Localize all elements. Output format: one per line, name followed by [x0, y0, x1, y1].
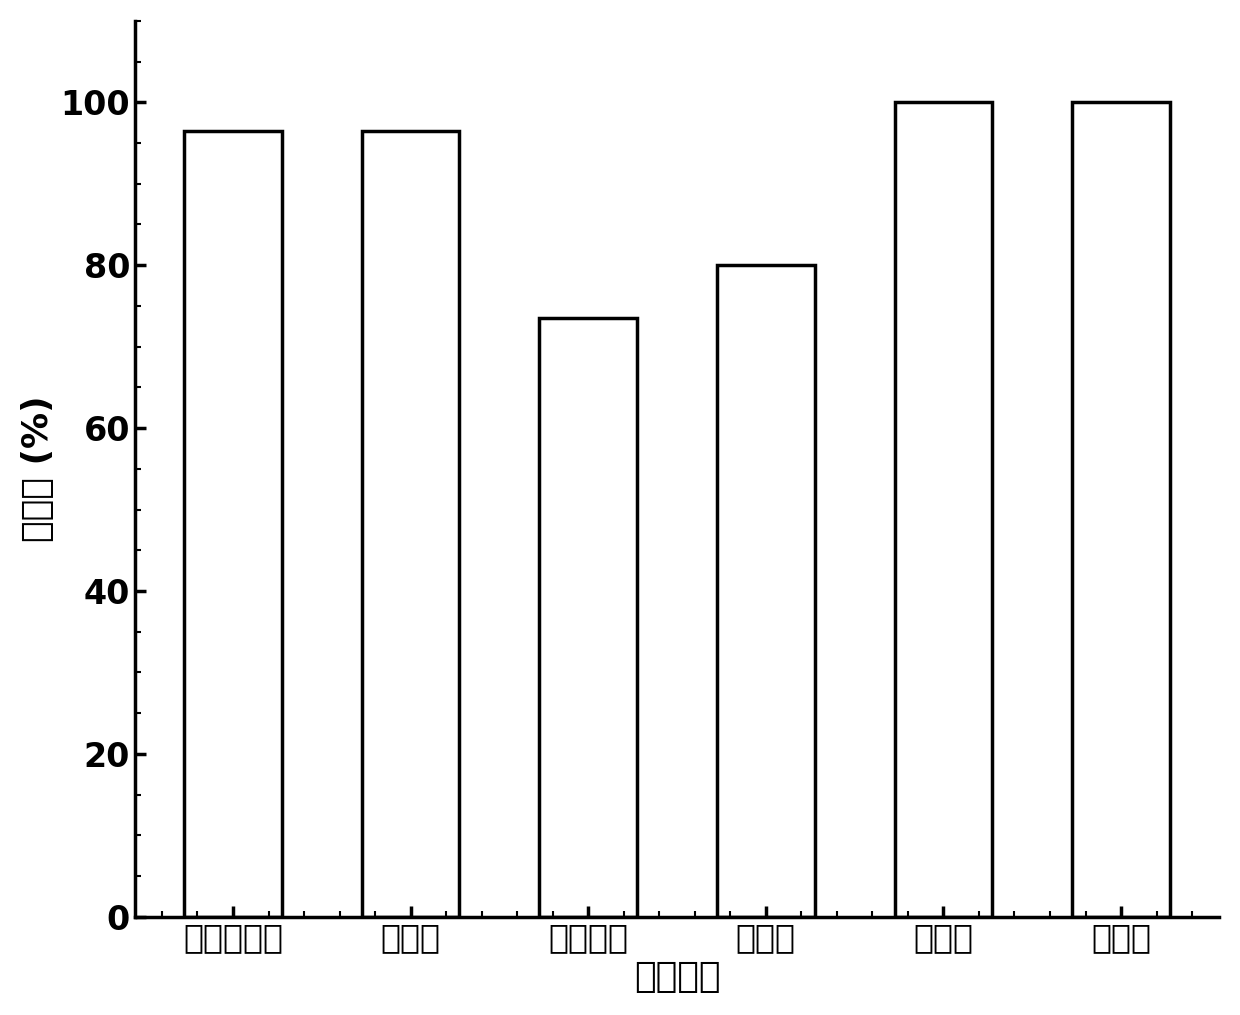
Bar [894, 103, 992, 917]
X-axis label: 农药名称: 农药名称 [634, 960, 720, 994]
Bar [185, 131, 281, 917]
Bar [539, 318, 637, 917]
Bar [1073, 103, 1169, 917]
Bar [362, 131, 460, 917]
Y-axis label: 降解率 (%): 降解率 (%) [21, 396, 55, 542]
Bar [717, 265, 815, 917]
